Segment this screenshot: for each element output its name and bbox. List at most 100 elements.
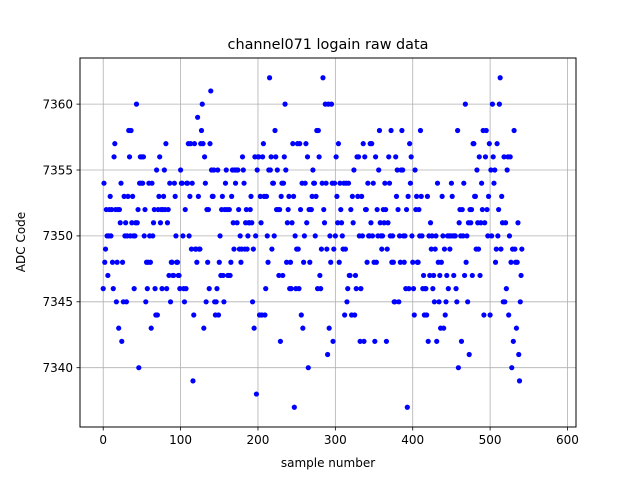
data-point (195, 193, 201, 199)
data-point (328, 101, 335, 107)
data-point (439, 193, 445, 199)
data-point (270, 180, 277, 186)
plot-frame (79, 57, 577, 428)
data-point (166, 272, 172, 279)
data-point (183, 286, 189, 292)
data-point (285, 206, 291, 213)
data-point (286, 193, 292, 199)
data-point (304, 154, 311, 160)
data-point (449, 193, 455, 199)
data-point (359, 233, 366, 239)
data-point (321, 206, 327, 213)
data-point (267, 167, 273, 173)
x-tick-label: 600 (556, 433, 579, 447)
data-point (406, 286, 412, 292)
data-point (269, 246, 275, 252)
data-point (504, 167, 510, 173)
data-point (386, 180, 393, 186)
data-point (245, 233, 251, 239)
data-point (330, 338, 336, 344)
data-point (472, 193, 479, 199)
data-point (164, 286, 170, 292)
data-point (417, 127, 424, 134)
data-point (394, 167, 400, 173)
data-point (128, 127, 134, 134)
data-point (462, 101, 468, 107)
data-point (463, 259, 469, 265)
data-point (151, 206, 157, 213)
data-point (307, 259, 313, 265)
data-point (277, 338, 284, 344)
data-point (372, 154, 379, 160)
data-point (278, 193, 284, 199)
data-point (197, 246, 203, 252)
data-point (297, 141, 303, 147)
data-point (101, 180, 107, 186)
data-point (191, 141, 198, 147)
data-point (112, 141, 118, 147)
data-point (411, 312, 417, 318)
y-axis-label: ADC Code (14, 212, 28, 272)
data-point (318, 286, 324, 292)
data-point (363, 206, 369, 213)
data-point (201, 154, 208, 160)
data-point (109, 206, 115, 213)
data-point (154, 312, 160, 318)
data-point (157, 220, 164, 226)
data-point (396, 299, 402, 305)
data-point (518, 272, 524, 279)
data-point (292, 233, 298, 239)
data-point (229, 193, 235, 199)
x-tick-label: 100 (169, 433, 192, 447)
data-point (180, 233, 186, 239)
data-point (216, 259, 222, 265)
data-point (102, 246, 109, 252)
data-point (130, 193, 136, 199)
data-point (298, 312, 304, 318)
data-point (179, 180, 185, 186)
data-point (461, 272, 468, 279)
data-point (140, 180, 146, 186)
data-point (169, 259, 175, 265)
data-point (437, 272, 443, 279)
data-point (189, 180, 195, 186)
data-point (468, 220, 474, 226)
data-point (369, 233, 376, 239)
data-point (324, 246, 330, 252)
data-point (262, 312, 268, 318)
data-point (359, 193, 365, 199)
data-point (308, 206, 314, 213)
data-point (253, 391, 260, 397)
data-point (256, 154, 262, 160)
data-point (135, 206, 141, 213)
data-point (476, 154, 482, 160)
data-point (487, 312, 493, 318)
y-tick-label: 7360 (42, 97, 73, 111)
data-point (478, 220, 484, 226)
data-point (410, 259, 416, 265)
data-point (105, 272, 111, 279)
data-point (263, 193, 270, 199)
data-point (438, 259, 444, 265)
data-point (249, 220, 255, 226)
data-point (451, 272, 457, 279)
data-point (383, 338, 390, 344)
data-point (171, 180, 178, 186)
data-point (194, 259, 200, 265)
data-points (100, 75, 525, 410)
data-point (335, 220, 341, 226)
data-point (365, 180, 371, 186)
data-point (443, 299, 449, 305)
data-point (452, 233, 458, 239)
data-point (355, 193, 361, 199)
data-point (506, 312, 512, 318)
data-point (514, 259, 520, 265)
data-point (303, 141, 309, 147)
data-point (349, 193, 355, 199)
data-point (517, 299, 523, 305)
data-point (342, 312, 348, 318)
data-point (126, 154, 133, 160)
data-point (272, 127, 278, 134)
data-point (121, 193, 127, 199)
x-tick-label: 200 (247, 433, 270, 447)
